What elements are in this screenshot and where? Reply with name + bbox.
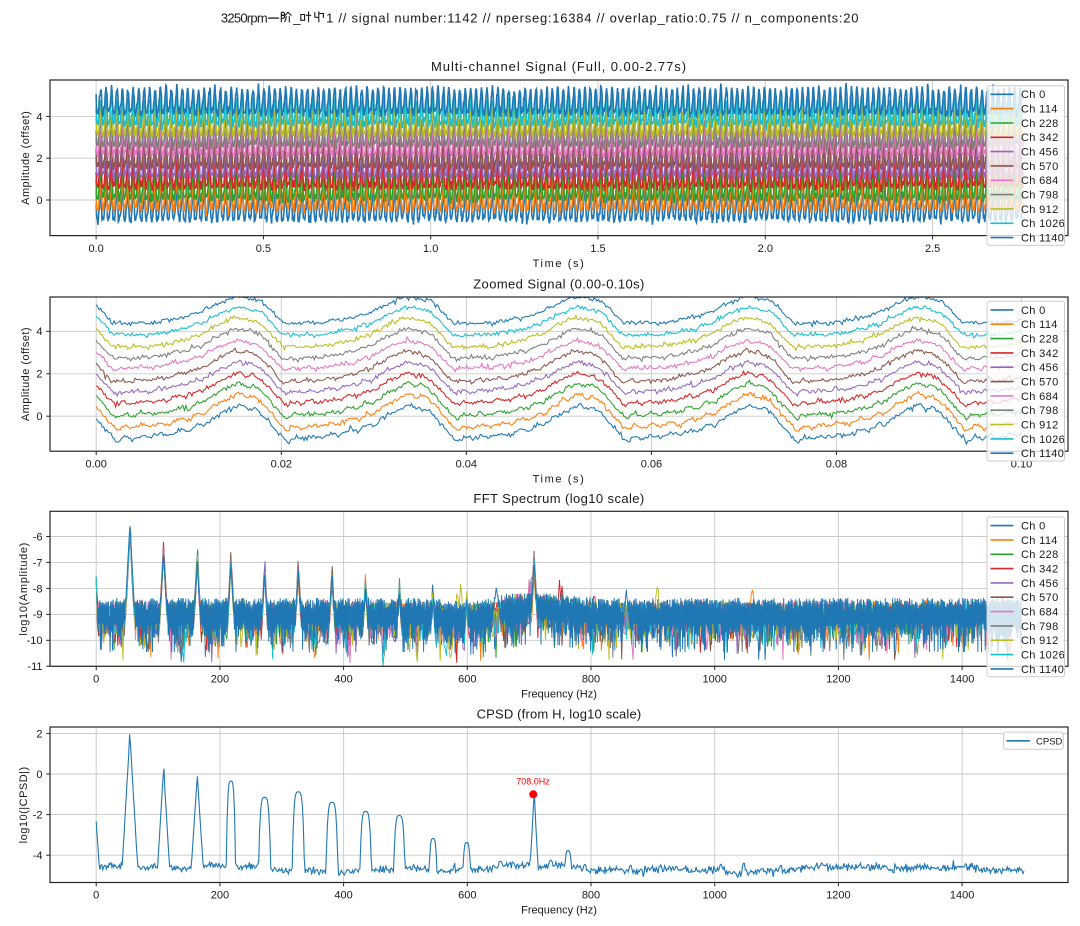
svg-text:1200: 1200 xyxy=(826,890,850,902)
svg-text:0.04: 0.04 xyxy=(456,458,477,470)
svg-text:Ch 342: Ch 342 xyxy=(1021,348,1059,360)
svg-text:Ch 1026: Ch 1026 xyxy=(1021,434,1065,446)
svg-text:Ch 1140: Ch 1140 xyxy=(1021,233,1064,245)
svg-text:log10(Amplitude): log10(Amplitude) xyxy=(18,542,30,636)
svg-text:Ch 456: Ch 456 xyxy=(1021,578,1059,590)
svg-text:Ch 684: Ch 684 xyxy=(1021,175,1059,187)
svg-text:1400: 1400 xyxy=(950,674,974,686)
svg-text:Amplitude (offset): Amplitude (offset) xyxy=(20,111,32,205)
svg-text:Frequency (Hz): Frequency (Hz) xyxy=(521,689,597,701)
svg-text:Ch 228: Ch 228 xyxy=(1021,334,1059,346)
svg-text:-11: -11 xyxy=(27,661,42,673)
svg-text:-8: -8 xyxy=(33,583,43,595)
svg-text:Ch 114: Ch 114 xyxy=(1021,535,1058,547)
svg-text:1400: 1400 xyxy=(950,890,974,902)
svg-text:Time (s): Time (s) xyxy=(533,258,586,270)
svg-text:Ch 114: Ch 114 xyxy=(1021,104,1058,116)
svg-text:Ch 912: Ch 912 xyxy=(1021,204,1059,216)
svg-text:Ch 798: Ch 798 xyxy=(1021,621,1059,633)
svg-text:Ch 570: Ch 570 xyxy=(1021,377,1059,389)
svg-text:3250rpm: 3250rpm xyxy=(221,10,267,25)
svg-text:0: 0 xyxy=(36,769,42,781)
svg-text:4: 4 xyxy=(36,326,42,338)
svg-text:600: 600 xyxy=(458,890,476,902)
svg-text:-2: -2 xyxy=(33,810,43,822)
svg-text:2.5: 2.5 xyxy=(925,243,940,255)
svg-text:708.0Hz: 708.0Hz xyxy=(516,777,550,787)
svg-text:0: 0 xyxy=(93,890,99,902)
svg-text:Ch 456: Ch 456 xyxy=(1021,362,1059,374)
svg-text:0: 0 xyxy=(36,411,42,423)
svg-text:1000: 1000 xyxy=(702,890,726,902)
svg-text:Ch 228: Ch 228 xyxy=(1021,118,1059,130)
svg-text:Ch 684: Ch 684 xyxy=(1021,391,1059,403)
svg-text:CPSD (from H, log10 scale): CPSD (from H, log10 scale) xyxy=(477,707,642,722)
svg-text:0.08: 0.08 xyxy=(826,458,847,470)
svg-text:0: 0 xyxy=(36,195,42,207)
svg-text:600: 600 xyxy=(458,674,476,686)
svg-text:Ch 228: Ch 228 xyxy=(1021,549,1059,561)
svg-text:Ch 684: Ch 684 xyxy=(1021,607,1059,619)
svg-text:Ch 912: Ch 912 xyxy=(1021,635,1059,647)
svg-text:Time (s): Time (s) xyxy=(533,473,586,485)
svg-text:Ch 1140: Ch 1140 xyxy=(1021,448,1064,460)
svg-text:Ch 456: Ch 456 xyxy=(1021,147,1059,159)
svg-text:0.06: 0.06 xyxy=(641,458,662,470)
svg-text:Ch 912: Ch 912 xyxy=(1021,419,1059,431)
svg-text:_: _ xyxy=(292,10,301,25)
svg-text:400: 400 xyxy=(334,890,352,902)
svg-text:Ch 1026: Ch 1026 xyxy=(1021,218,1065,230)
svg-text:2: 2 xyxy=(36,153,42,165)
svg-text:800: 800 xyxy=(582,890,600,902)
svg-text:Amplitude (offset): Amplitude (offset) xyxy=(20,327,32,421)
svg-text:800: 800 xyxy=(582,674,600,686)
svg-text:1 // signal number:1142 // npe: 1 // signal number:1142 // nperseg:16384… xyxy=(326,10,859,25)
svg-text:1.0: 1.0 xyxy=(423,243,438,255)
svg-text:Ch 342: Ch 342 xyxy=(1021,564,1059,576)
svg-text:2.0: 2.0 xyxy=(758,243,773,255)
svg-text:log10(|CPSD|): log10(|CPSD|) xyxy=(18,766,30,843)
svg-text:2: 2 xyxy=(36,369,42,381)
svg-text:400: 400 xyxy=(334,674,352,686)
svg-text:-10: -10 xyxy=(27,635,43,647)
svg-text:Ch 798: Ch 798 xyxy=(1021,405,1059,417)
svg-text:0.0: 0.0 xyxy=(88,243,103,255)
svg-text:Zoomed Signal (0.00-0.10s): Zoomed Signal (0.00-0.10s) xyxy=(473,277,645,292)
svg-text:FFT Spectrum (log10 scale): FFT Spectrum (log10 scale) xyxy=(473,491,644,506)
svg-text:1000: 1000 xyxy=(702,674,726,686)
svg-text:2: 2 xyxy=(36,728,42,740)
svg-text:Ch 0: Ch 0 xyxy=(1021,521,1046,533)
svg-text:Ch 1140: Ch 1140 xyxy=(1021,664,1064,676)
svg-text:4: 4 xyxy=(36,111,42,123)
svg-text:Ch 798: Ch 798 xyxy=(1021,190,1059,202)
svg-text:Ch 570: Ch 570 xyxy=(1021,161,1059,173)
svg-text:CPSD: CPSD xyxy=(1036,737,1063,748)
svg-text:Ch 114: Ch 114 xyxy=(1021,319,1058,331)
svg-text:-4: -4 xyxy=(33,850,43,862)
svg-text:1.5: 1.5 xyxy=(590,243,605,255)
svg-text:0.02: 0.02 xyxy=(271,458,292,470)
svg-text:1200: 1200 xyxy=(826,674,850,686)
svg-text:200: 200 xyxy=(211,674,229,686)
svg-text:Ch 0: Ch 0 xyxy=(1021,89,1046,101)
svg-text:-7: -7 xyxy=(33,557,43,569)
svg-text:Ch 0: Ch 0 xyxy=(1021,305,1046,317)
svg-text:-9: -9 xyxy=(33,609,43,621)
svg-text:200: 200 xyxy=(211,890,229,902)
svg-text:Ch 342: Ch 342 xyxy=(1021,132,1059,144)
svg-text:Ch 1026: Ch 1026 xyxy=(1021,650,1065,662)
svg-text:Ch 570: Ch 570 xyxy=(1021,592,1059,604)
svg-text:Frequency (Hz): Frequency (Hz) xyxy=(521,905,597,917)
svg-text:0: 0 xyxy=(93,674,99,686)
svg-text:0.00: 0.00 xyxy=(85,458,106,470)
svg-text:Multi-channel Signal (Full, 0.: Multi-channel Signal (Full, 0.00-2.77s) xyxy=(431,59,687,74)
svg-text:0.5: 0.5 xyxy=(256,243,271,255)
svg-text:-6: -6 xyxy=(33,531,43,543)
